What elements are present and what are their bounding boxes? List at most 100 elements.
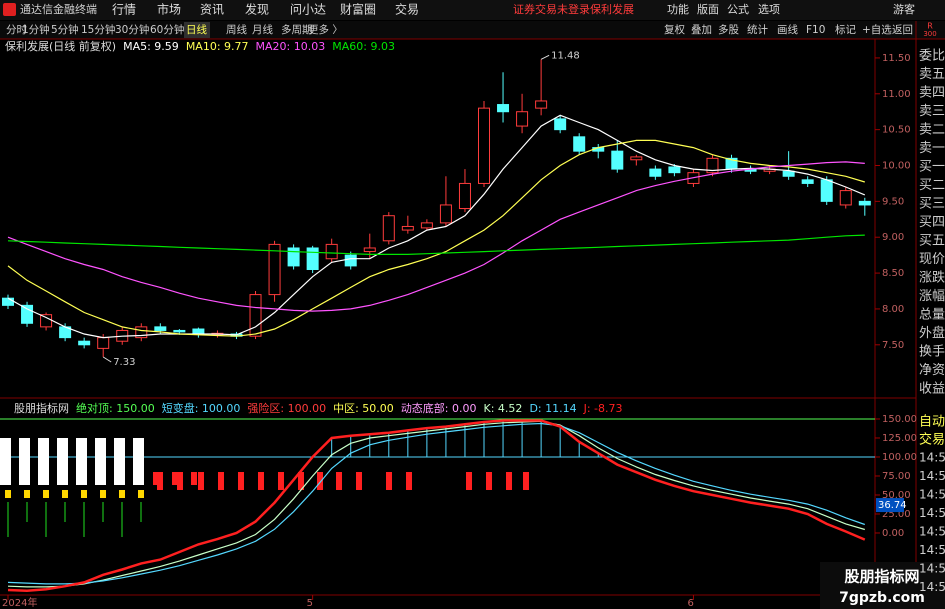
candle-body [78, 340, 91, 346]
signal-dot [5, 490, 11, 498]
period-button[interactable]: 多周期 [281, 23, 313, 36]
menu-item[interactable]: 市场 [157, 2, 181, 17]
tool-button[interactable]: +自选 [862, 23, 892, 36]
tool-button[interactable]: 标记 [835, 24, 856, 36]
quote-label: 买二 [919, 178, 945, 193]
user-label[interactable]: 游客 [893, 2, 915, 16]
y-tick-label: 11.50 [882, 53, 911, 64]
legend-item: MA20: 10.03 [256, 40, 326, 53]
legend-item: 保利发展(日线 前复权) [5, 39, 116, 53]
period-button[interactable]: 日线 [186, 23, 207, 36]
period-button[interactable]: 30分钟 [115, 23, 149, 36]
candle-body [173, 329, 186, 333]
quote-label: 卖一 [919, 141, 945, 156]
current-value-box [876, 498, 904, 513]
candle-body [420, 222, 433, 229]
period-button[interactable]: 分时 [6, 24, 27, 36]
signal-dot [24, 490, 30, 498]
candle-body [478, 107, 490, 184]
menu-item[interactable]: 选项 [758, 3, 780, 16]
y-tick-label: 100.00 [882, 452, 917, 463]
quote-label: 外盘 [919, 325, 945, 341]
quote-label: 净资 [919, 363, 945, 378]
candle-body [363, 247, 376, 253]
tool-button[interactable]: 复权 [664, 23, 685, 36]
legend-item: MA5: 9.59 [123, 40, 179, 53]
watermark-box [820, 562, 945, 609]
period-button[interactable]: 月线 [252, 23, 273, 36]
candle-body [154, 326, 167, 331]
period-button[interactable]: 更多 〉 [308, 23, 343, 36]
period-button[interactable]: 5分钟 [51, 23, 79, 36]
candle-body [2, 297, 14, 306]
signal-block [523, 472, 529, 490]
x-tick-label: 2024年 [2, 596, 37, 609]
signal-block [191, 472, 197, 485]
menu-item[interactable]: 版面 [697, 2, 719, 16]
signal-dot [119, 490, 125, 498]
period-button[interactable]: 周线 [226, 23, 247, 36]
menu-item[interactable]: 发现 [245, 2, 269, 17]
signal-dot [62, 490, 68, 498]
legend-item: MA60: 9.03 [332, 40, 395, 53]
y-tick-label: 8.50 [882, 268, 904, 279]
menu-item[interactable]: 财富圈 [340, 2, 376, 17]
quote-label: 涨幅 [919, 289, 945, 304]
signal-stripe [76, 438, 87, 485]
menu-item[interactable]: 公式 [727, 3, 749, 16]
period-button[interactable]: 60分钟 [150, 23, 184, 36]
stock-name: 保利发展 [590, 2, 634, 16]
tool-button[interactable]: 画线 [777, 23, 798, 36]
period-button[interactable]: 1分钟 [22, 23, 50, 36]
y-tick-label: 9.50 [882, 196, 904, 207]
candle-body [249, 294, 262, 337]
candle-body [801, 179, 814, 184]
x-tick-label: 6 [687, 598, 693, 609]
series-line [7, 234, 865, 255]
quote-label: 现价 [919, 252, 945, 267]
tool-button[interactable]: 多股 [718, 23, 739, 36]
period-button[interactable]: 15分钟 [81, 23, 115, 36]
candle-body [782, 170, 795, 177]
y-tick-label: 50.00 [882, 490, 911, 501]
legend-item: 动态底部: 0.00 [401, 401, 477, 415]
tool-button[interactable]: F10 [806, 24, 825, 36]
y-tick-label: 125.00 [882, 433, 917, 444]
candle-body [192, 328, 205, 335]
series-line [7, 420, 865, 588]
menu-item[interactable]: 功能 [667, 2, 689, 16]
candle-body [135, 326, 148, 339]
annotation-arrow [102, 356, 112, 363]
candle-body [839, 190, 852, 206]
menu-item[interactable]: 交易 [395, 2, 419, 17]
quote-label: 买五 [919, 234, 945, 249]
tool-button[interactable]: 叠加 [691, 24, 712, 36]
annotation-label: 7.33 [113, 357, 135, 368]
candle-body [21, 304, 34, 324]
time-label: 14:56 [919, 543, 945, 557]
legend-item[interactable]: 股朋指标网 [14, 401, 69, 415]
signal-block [238, 472, 244, 490]
tool-button[interactable]: 返回 [892, 24, 913, 36]
y-tick-label: 11.00 [882, 89, 911, 100]
menu-item[interactable]: 行情 [112, 3, 136, 17]
trade-label[interactable]: 交易 [919, 432, 945, 448]
trade-label[interactable]: 自动 [919, 415, 945, 430]
candle-body [97, 337, 110, 349]
menu-item[interactable]: 资讯 [200, 3, 224, 17]
annotation-arrow [540, 54, 550, 60]
candle-body [344, 254, 357, 267]
corner-badge: R [927, 22, 933, 31]
candle-body [325, 243, 338, 260]
y-tick-label: 25.00 [882, 509, 911, 520]
y-tick-label: 10.50 [882, 125, 911, 136]
tool-button[interactable]: 统计 [747, 23, 768, 36]
y-tick-label: 150.00 [882, 414, 917, 425]
candle-body [649, 168, 662, 177]
candle-body [630, 156, 643, 161]
active-period [184, 22, 210, 38]
menu-item[interactable]: 问小达 [290, 3, 326, 17]
candle-body [516, 111, 529, 127]
legend-item: MA10: 9.77 [186, 40, 249, 53]
